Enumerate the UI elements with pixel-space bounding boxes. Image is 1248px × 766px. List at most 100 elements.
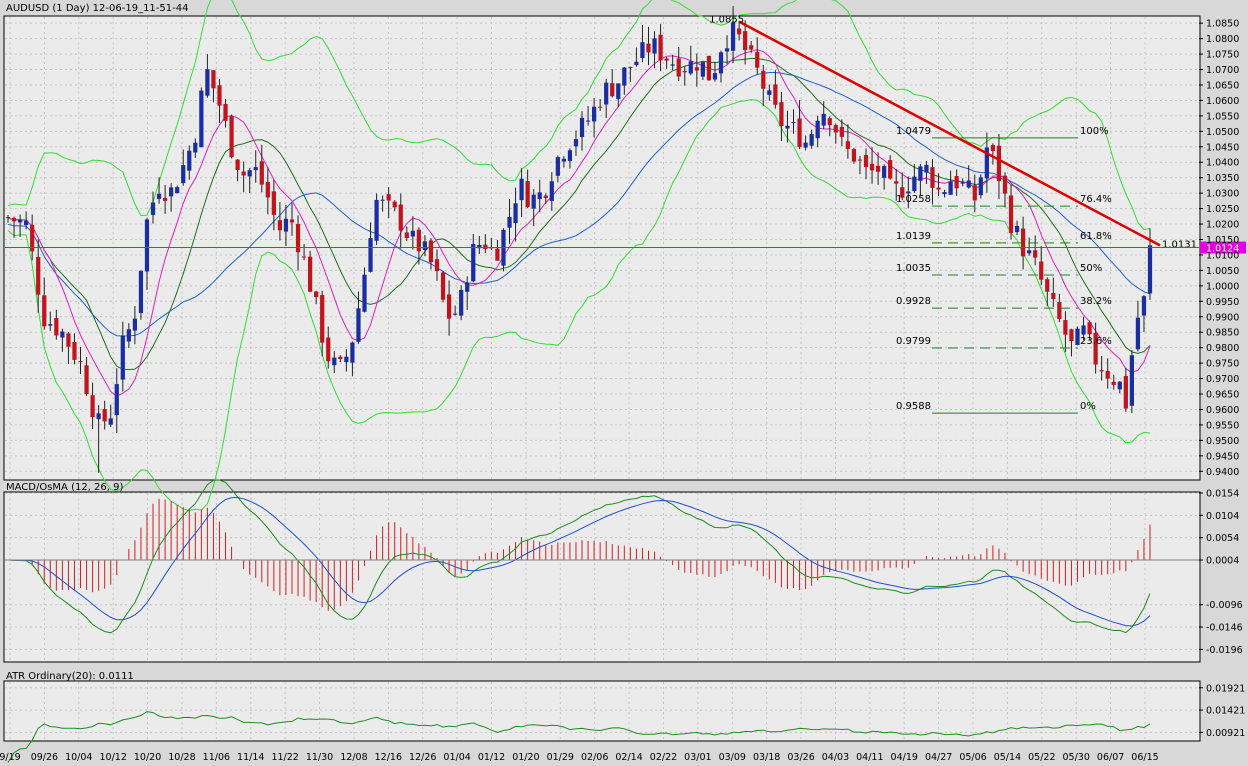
overlay-layer: 1.0855 1.0131 1.0124 1.0479 100% 1.0258 76.4% 1… <box>5 15 1246 561</box>
candle-body <box>646 43 651 53</box>
candle-body <box>162 198 168 201</box>
candle <box>350 341 355 377</box>
candle-body <box>295 224 301 253</box>
candle <box>217 79 222 123</box>
y-tick-label: 1.0000 <box>1206 281 1239 292</box>
candle <box>863 148 869 180</box>
candle-body <box>803 142 808 148</box>
candle-body <box>60 331 65 338</box>
candle-body <box>894 181 899 184</box>
candle <box>132 305 138 345</box>
candle-body <box>549 181 554 201</box>
candle <box>138 270 144 320</box>
y-tick-label: 0.9600 <box>1206 405 1239 416</box>
fib-price-label: 1.0035 <box>896 263 931 274</box>
candle <box>966 165 971 189</box>
candle-body <box>410 230 415 237</box>
candle-body <box>1105 370 1110 379</box>
candle-body <box>767 90 772 95</box>
candle-body <box>706 55 712 81</box>
candle <box>591 98 597 138</box>
candle <box>845 124 850 159</box>
candle <box>712 61 718 82</box>
y-tick-label: 1.0850 <box>1206 19 1239 30</box>
candle-body <box>78 361 83 363</box>
candle-body <box>1063 320 1068 335</box>
candle-body <box>90 395 95 418</box>
ma-magenta-line <box>7 49 1151 397</box>
candle-body <box>338 356 343 360</box>
macd-y-tick-label: -0.0196 <box>1206 645 1243 656</box>
candle-body <box>1081 325 1086 335</box>
candle <box>724 35 730 65</box>
candle-body <box>948 181 953 195</box>
candle-body <box>797 118 802 147</box>
candle <box>156 177 162 204</box>
candle <box>513 187 518 242</box>
candle <box>1141 295 1147 332</box>
candle-body <box>247 170 252 177</box>
candle-body <box>749 45 754 50</box>
trendline-start-label: 1.0855 <box>709 15 744 26</box>
candle <box>1111 374 1116 390</box>
x-tick-label: 01/29 <box>547 752 574 763</box>
candle <box>175 185 180 194</box>
current-price-box <box>1200 241 1246 254</box>
candle-body <box>658 34 663 61</box>
candle <box>187 145 192 180</box>
candle <box>978 174 983 199</box>
candle-body <box>640 42 645 59</box>
macd-y-tick-label: 0.0154 <box>1206 489 1239 500</box>
candle-body <box>761 70 766 89</box>
atr-y-tick-label: 0.00921 <box>1206 728 1245 739</box>
candle <box>453 305 458 316</box>
candle <box>688 45 693 76</box>
candle-body <box>398 204 403 231</box>
candle-body <box>283 218 289 232</box>
candle-body <box>374 199 379 241</box>
candle <box>930 159 935 205</box>
candle-body <box>598 106 603 108</box>
candle-body <box>386 194 391 201</box>
candle-body <box>730 22 736 51</box>
candle <box>1105 358 1110 389</box>
x-tick-label: 04/11 <box>856 752 883 763</box>
candle <box>72 333 77 365</box>
candle <box>326 326 331 369</box>
candle <box>271 179 276 231</box>
candle <box>785 110 790 143</box>
candle-body <box>1117 381 1122 390</box>
candle-body <box>1111 381 1116 385</box>
candle-body <box>809 134 814 146</box>
candle <box>875 152 881 185</box>
candle <box>483 234 488 254</box>
candle <box>283 204 289 247</box>
y-tick-label: 1.0650 <box>1206 80 1239 91</box>
candle <box>24 211 29 230</box>
candle <box>954 169 959 196</box>
candle-body <box>604 82 609 105</box>
candle <box>676 46 681 82</box>
x-tick-label: 05/30 <box>1063 752 1090 763</box>
candle <box>1087 320 1092 341</box>
candle <box>610 69 615 98</box>
x-tick-label: 03/09 <box>719 752 746 763</box>
candle-body <box>936 187 941 190</box>
x-tick-label: 06/15 <box>1131 752 1158 763</box>
candle <box>320 290 325 357</box>
candle-body <box>72 341 77 360</box>
candle <box>193 138 198 158</box>
candle-body <box>368 238 373 272</box>
candle-body <box>1093 332 1098 365</box>
candle <box>356 291 361 344</box>
candle <box>422 235 428 257</box>
candle-body <box>664 58 669 61</box>
candle <box>622 66 627 95</box>
y-tick-label: 1.0800 <box>1206 34 1239 45</box>
candle-body <box>900 187 905 198</box>
candle-body <box>888 160 893 179</box>
candle-body <box>350 342 355 363</box>
candle <box>803 135 808 151</box>
candle <box>972 174 977 213</box>
candle <box>11 216 17 238</box>
